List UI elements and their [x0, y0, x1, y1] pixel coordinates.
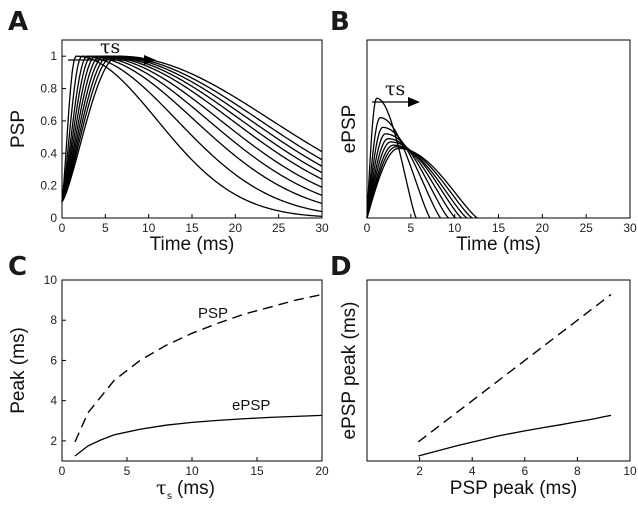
- x-tick-label: 0: [59, 464, 66, 478]
- epsp-peak-series: [74, 414, 323, 457]
- y-axis-label: ePSP: [339, 105, 360, 154]
- x-axis-label: (ms): [177, 478, 215, 499]
- psp-peak-series: [74, 293, 323, 443]
- series-label-epsp: ePSP: [232, 397, 270, 414]
- plot-frame: [366, 39, 631, 219]
- y-tick-label: 0.4: [40, 146, 57, 160]
- x-tick-label: 2: [416, 464, 423, 478]
- y-tick-label: 4: [50, 394, 57, 408]
- panel-letter-b: B: [330, 7, 350, 37]
- psp-curve: [61, 55, 323, 218]
- epsp-curve: [366, 144, 468, 219]
- panel-letter-d: D: [330, 252, 352, 282]
- panel-d-epsp-vs-psp: 2 4 6 8 10 PSP peak (ms) ePSP peak (ms): [339, 279, 637, 499]
- y-tick-label: 0.2: [40, 179, 57, 193]
- epsp-vs-psp-series: [418, 414, 612, 457]
- y-tick-label: 2: [50, 434, 57, 448]
- psp-curve: [61, 55, 323, 203]
- x-tick-label: 20: [536, 221, 550, 235]
- x-axis-label: Time (ms): [150, 234, 235, 255]
- x-axis-label-subscript: s: [167, 491, 172, 502]
- y-axis-label: PSP: [8, 110, 29, 148]
- panel-c-peak: 0 5 10 15 20 2 4 6 8 10 PSP ePSP τ s (ms) Peak (ms): [8, 273, 329, 502]
- y-axis-label: ePSP peak (ms): [339, 302, 360, 440]
- x-tick-label: 5: [124, 464, 131, 478]
- psp-curve: [61, 55, 323, 203]
- x-tick-label: 20: [315, 464, 329, 478]
- x-tick-label: 25: [579, 221, 593, 235]
- epsp-curve: [366, 146, 473, 219]
- x-tick-label: 25: [272, 221, 286, 235]
- x-tick-label: 5: [407, 221, 414, 235]
- x-tick-label: 6: [521, 464, 528, 478]
- x-tick-label: 15: [185, 221, 199, 235]
- plot-frame: [61, 39, 323, 219]
- x-tick-label: 5: [102, 221, 109, 235]
- plot-frame: [61, 279, 323, 462]
- x-tick-label: 15: [492, 221, 506, 235]
- x-tick-label: 15: [250, 464, 264, 478]
- y-axis-label: Peak (ms): [8, 327, 29, 414]
- x-axis-label: PSP peak (ms): [450, 478, 577, 499]
- x-tick-label: 10: [623, 464, 637, 478]
- y-tick-label: 8: [50, 313, 57, 327]
- x-tick-label: 8: [574, 464, 581, 478]
- panel-letter-c: C: [8, 252, 27, 282]
- panel-letter-a: A: [8, 7, 28, 37]
- x-tick-label: 0: [59, 221, 66, 235]
- y-tick-label: 10: [44, 273, 58, 287]
- tau-annotation: τs: [100, 36, 120, 58]
- x-tick-label: 30: [623, 221, 637, 235]
- y-tick-label: 0.8: [40, 82, 57, 96]
- psp-curve: [61, 55, 323, 205]
- tau-arrow-head: [408, 97, 420, 107]
- x-axis-label: Time (ms): [456, 234, 541, 255]
- x-tick-label: 10: [185, 464, 199, 478]
- plot-frame: [366, 279, 631, 462]
- y-tick-label: 0: [50, 211, 57, 225]
- identity-series: [417, 293, 612, 443]
- x-tick-label: 0: [364, 221, 371, 235]
- y-tick-label: 0.6: [40, 114, 57, 128]
- series-label-psp: PSP: [198, 305, 228, 322]
- x-tick-label: 30: [315, 221, 329, 235]
- y-tick-label: 6: [50, 353, 57, 367]
- epsp-curve: [366, 147, 478, 219]
- panel-b-epsp: 0 5 10 15 20 25 30 Time (ms) ePSP τs: [339, 39, 637, 255]
- psp-curve: [61, 55, 323, 203]
- psp-curve: [61, 55, 323, 203]
- x-tick-label: 20: [229, 221, 243, 235]
- x-tick-label: 4: [469, 464, 476, 478]
- y-tick-label: 1: [50, 49, 57, 63]
- tau-annotation: τs: [385, 78, 405, 100]
- x-tick-label: 10: [448, 221, 462, 235]
- tau-arrow-head: [144, 55, 156, 65]
- x-axis-label-symbol: τ: [156, 477, 167, 499]
- panel-a-psp: 0 5 10 15 20 25 30 0 0.2 0.4 0.6 0.8 1 Time (ms) PSP τs: [8, 36, 329, 255]
- x-tick-label: 10: [142, 221, 156, 235]
